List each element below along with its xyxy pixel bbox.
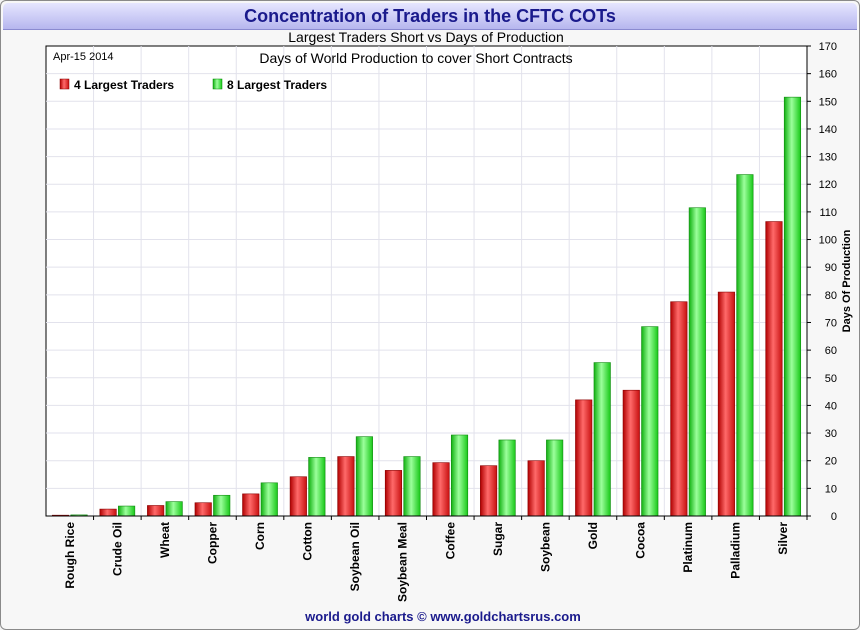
- x-tick-label: Soybean: [538, 522, 552, 572]
- x-tick-label: Coffee: [443, 522, 457, 560]
- bar-8-largest-cocoa: [641, 326, 659, 517]
- y-tick-label: 100: [819, 235, 837, 247]
- bar-8-largest-palladium: [736, 174, 754, 517]
- bar-4-largest-soybean-oil: [337, 456, 355, 517]
- bar-8-largest-silver: [783, 96, 802, 517]
- legend-swatch-4-largest: [59, 78, 70, 90]
- y-tick-label: 160: [819, 69, 837, 81]
- x-tick-label: Rough Rice: [63, 522, 77, 589]
- bar-8-largest-gold: [593, 362, 611, 517]
- x-tick-label: Silver: [776, 522, 790, 555]
- y-tick-label: 150: [819, 96, 837, 108]
- footer-credit: world gold charts © www.goldchartsrus.co…: [304, 609, 581, 624]
- legend-label-4-largest: 4 Largest Traders: [74, 78, 174, 92]
- bar-4-largest-cotton: [289, 476, 307, 517]
- y-tick-label: 140: [819, 124, 837, 136]
- legend-label-8-largest: 8 Largest Traders: [227, 78, 327, 92]
- y-tick-label: 110: [819, 207, 837, 219]
- bar-8-largest-crude-oil: [118, 505, 136, 517]
- bar-8-largest-soybean-meal: [403, 456, 421, 517]
- x-tick-label: Copper: [205, 522, 219, 564]
- x-tick-label: Palladium: [729, 522, 743, 579]
- y-axis-label: Days Of Production: [841, 229, 853, 332]
- bar-8-largest-platinum: [688, 207, 706, 517]
- x-tick-label: Platinum: [681, 522, 695, 573]
- legend-swatch-8-largest: [212, 78, 223, 90]
- bar-4-largest-corn: [242, 493, 260, 517]
- bar-4-largest-soybean: [527, 460, 545, 517]
- chart-subtitle: Largest Traders Short vs Days of Product…: [288, 29, 563, 45]
- y-tick-label: 0: [831, 511, 837, 523]
- date-label: Apr-15 2014: [53, 51, 114, 63]
- bar-8-largest-copper: [213, 494, 231, 517]
- chart-subtitle-2: Days of World Production to cover Short …: [259, 50, 572, 66]
- bar-4-largest-gold: [575, 399, 593, 517]
- bar-4-largest-platinum: [670, 301, 688, 517]
- bar-8-largest-corn: [260, 482, 278, 517]
- y-tick-label: 120: [819, 179, 837, 191]
- x-tick-label: Corn: [253, 522, 267, 550]
- chart-title: Concentration of Traders in the CFTC COT…: [3, 3, 857, 30]
- bar-8-largest-wheat: [165, 501, 183, 517]
- x-tick-label: Sugar: [491, 522, 505, 556]
- x-tick-label: Gold: [586, 522, 600, 549]
- y-tick-label: 90: [825, 262, 837, 274]
- y-tick-label: 10: [825, 483, 837, 495]
- bar-8-largest-cotton: [308, 457, 326, 517]
- y-tick-label: 30: [825, 428, 837, 440]
- x-tick-label: Soybean Oil: [348, 522, 362, 591]
- y-tick-label: 80: [825, 290, 837, 302]
- y-tick-label: 60: [825, 345, 837, 357]
- bar-8-largest-soybean: [546, 439, 564, 517]
- bar-4-largest-silver: [765, 221, 783, 517]
- legend: 4 Largest Traders 8 Largest Traders: [59, 78, 327, 92]
- y-tick-label: 130: [819, 152, 837, 164]
- bar-4-largest-sugar: [480, 465, 498, 517]
- x-tick-label: Crude Oil: [110, 522, 124, 576]
- bar-4-largest-crude-oil: [99, 508, 117, 517]
- bar-8-largest-coffee: [450, 434, 469, 517]
- bar-4-largest-coffee: [432, 462, 450, 517]
- bar-4-largest-palladium: [717, 291, 735, 517]
- y-tick-label: 40: [825, 400, 837, 412]
- y-tick-label: 170: [819, 41, 837, 53]
- bar-4-largest-cocoa: [622, 389, 640, 517]
- y-tick-label: 70: [825, 317, 837, 329]
- x-tick-label: Cotton: [301, 522, 315, 561]
- bar-8-largest-sugar: [498, 439, 516, 517]
- x-tick-label: Soybean Meal: [396, 522, 410, 602]
- y-tick-label: 20: [825, 456, 837, 468]
- x-tick-label: Wheat: [158, 522, 172, 558]
- bar-4-largest-copper: [194, 502, 212, 517]
- bar-8-largest-soybean-oil: [355, 436, 373, 517]
- y-tick-label: 50: [825, 373, 837, 385]
- bar-4-largest-wheat: [147, 505, 165, 517]
- x-tick-label: Cocoa: [634, 522, 648, 559]
- bar-4-largest-soybean-meal: [384, 470, 403, 517]
